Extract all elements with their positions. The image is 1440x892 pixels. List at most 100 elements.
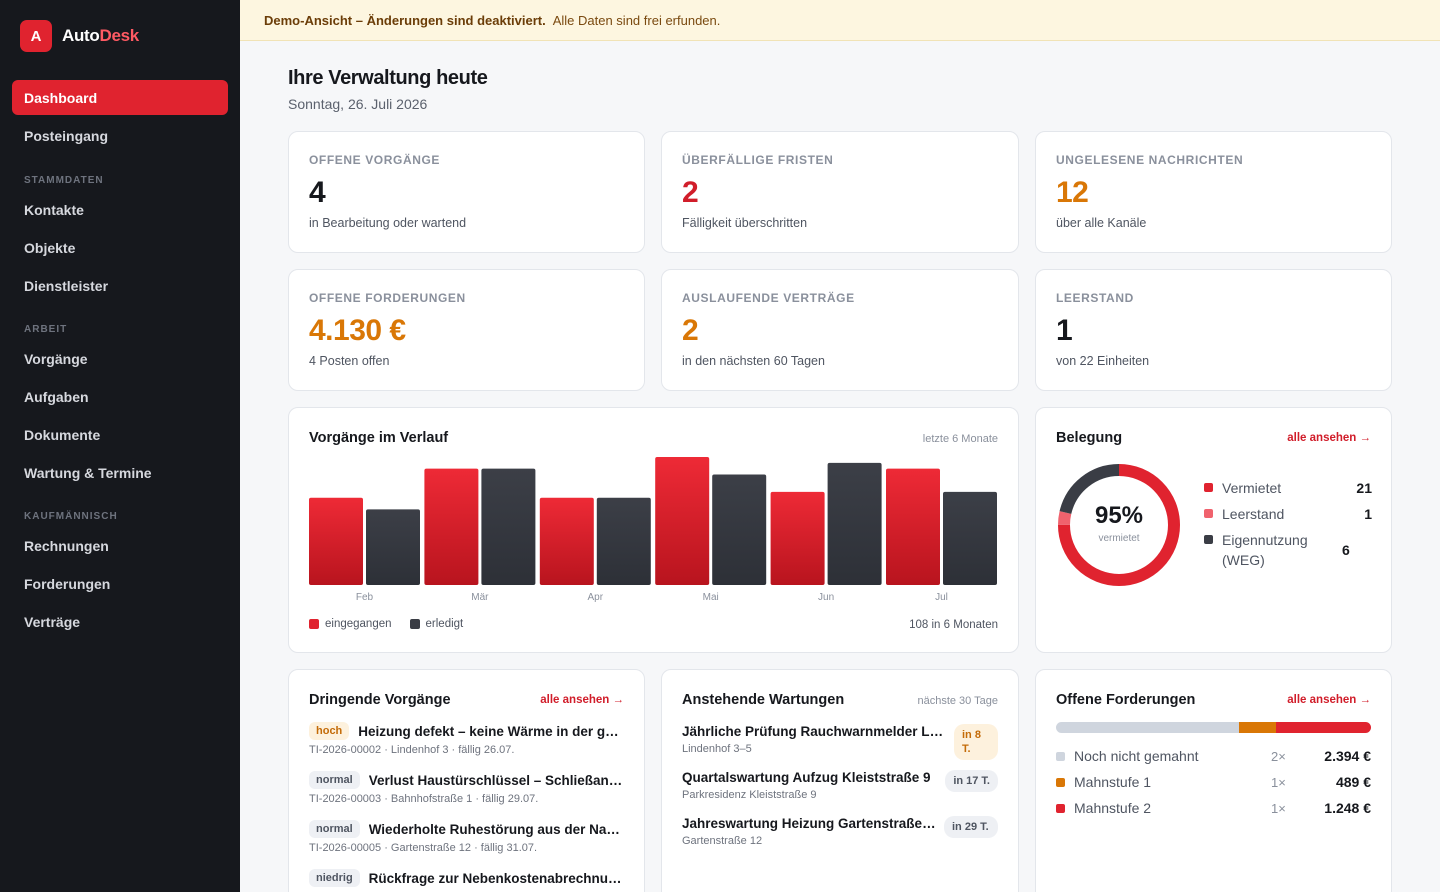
maintenance-title: Anstehende Wartungen [682, 692, 845, 708]
maintenance-item[interactable]: Quartalswartung Aufzug Kleiststraße 9 Pa… [682, 770, 998, 801]
claim-count: 1× [1271, 774, 1286, 790]
bar-eingegangen-Mär[interactable] [424, 468, 479, 585]
occupancy-row-leerstand: Leerstand 1 [1204, 504, 1372, 524]
bar-erledigt-Mär[interactable] [481, 468, 536, 585]
claim-label: Noch nicht gemahnt [1074, 748, 1199, 764]
kpi-card-unread-messages[interactable]: Ungelesene Nachrichten 12 über alle Kanä… [1035, 131, 1392, 253]
donut-chart [1058, 464, 1180, 586]
urgent-item-meta: TI-2026-00003 · Bahnhofstraße 1 · fällig… [309, 793, 539, 805]
sidebar-item-dashboard[interactable]: Dashboard [12, 80, 228, 115]
kpi-value: 1 [1056, 314, 1073, 347]
urgent-item[interactable]: hoch Heizung defekt – keine Wärme in der … [309, 722, 624, 756]
kpi-card-vacancy[interactable]: Leerstand 1 von 22 Einheiten [1035, 269, 1392, 391]
kpi-card-open-cases[interactable]: Offene Vorgänge 4 in Bearbeitung oder wa… [288, 131, 645, 253]
kpi-label: Auslaufende Verträge [682, 291, 855, 305]
bar-erledigt-Apr[interactable] [596, 497, 651, 585]
bar-eingegangen-Jun[interactable] [770, 491, 825, 585]
claims-stacked-bar [1056, 722, 1371, 733]
claim-row: Noch nicht gemahnt 2× 2.394 € [1056, 748, 1371, 764]
occupancy-row-vermietet: Vermietet 21 [1204, 478, 1372, 498]
legend-label-eingegangen: eingegangen [325, 618, 392, 630]
bar-erledigt-Feb[interactable] [366, 509, 420, 585]
priority-badge: hoch [309, 722, 350, 740]
bar-erledigt-Jul[interactable] [943, 491, 997, 585]
kpi-label: Offene Vorgänge [309, 153, 441, 167]
bar-eingegangen-Mai[interactable] [655, 457, 710, 585]
maintenance-item-title: Quartalswartung Aufzug Kleiststraße 9 [682, 770, 931, 785]
kpi-card-open-claims[interactable]: Offene Forderungen 4.130 € 4 Posten offe… [288, 269, 645, 391]
maintenance-card: Anstehende Wartungen nächste 30 Tage Jäh… [661, 669, 1019, 892]
urgent-title: Dringende Vorgänge [309, 692, 451, 708]
kpi-subtext: in Bearbeitung oder wartend [309, 216, 467, 230]
kpi-subtext: von 22 Einheiten [1056, 354, 1150, 368]
sidebar-item-dokumente[interactable]: Dokumente [24, 426, 101, 443]
bar-eingegangen-Apr[interactable] [539, 497, 594, 585]
priority-badge: normal [309, 771, 360, 789]
urgent-item[interactable]: normal Verlust Haustürschlüssel – Schließ… [309, 771, 624, 805]
maintenance-item[interactable]: Jährliche Prüfung Rauchwarnmelder Linden… [682, 724, 998, 760]
x-tick-label: Jun [818, 592, 834, 603]
occupancy-donut: 95% vermietet [1056, 462, 1182, 588]
sidebar-item-vertraege[interactable]: Verträge [24, 613, 81, 630]
x-tick-label: Apr [588, 592, 604, 603]
urgent-view-all-link[interactable]: alle ansehen → [540, 694, 624, 706]
occupancy-swatch [1204, 535, 1213, 544]
demo-banner: Demo-Ansicht – Änderungen sind deaktivie… [240, 0, 1440, 41]
claims-bar-segment [1275, 722, 1371, 733]
kpi-label: Leerstand [1056, 291, 1134, 305]
maintenance-period: nächste 30 Tage [917, 695, 998, 707]
sidebar-item-rechnungen[interactable]: Rechnungen [24, 537, 109, 554]
x-tick-label: Mai [703, 592, 719, 603]
claim-swatch [1056, 751, 1065, 761]
bar-eingegangen-Feb[interactable] [309, 497, 363, 585]
occupancy-count: 6 [1342, 542, 1350, 558]
sidebar-item-vorgaenge[interactable]: Vorgänge [24, 350, 88, 367]
priority-badge: niedrig [309, 869, 360, 887]
donut-segment[interactable] [1058, 464, 1180, 586]
x-tick-label: Feb [356, 592, 374, 603]
sidebar-item-wartung-termine[interactable]: Wartung & Termine [24, 464, 152, 481]
kpi-card-overdue-deadlines[interactable]: Überfällige Fristen 2 Fälligkeit übersch… [661, 131, 1019, 253]
x-tick-label: Mär [471, 592, 489, 603]
page-date: Sonntag, 26. Juli 2026 [288, 96, 428, 112]
occupancy-title: Belegung [1056, 430, 1123, 446]
sidebar-item-forderungen[interactable]: Forderungen [24, 575, 111, 592]
sidebar-item-aufgaben[interactable]: Aufgaben [24, 388, 89, 405]
occupancy-swatch [1204, 509, 1213, 518]
sidebar-section-arbeit: ARBEIT [24, 324, 68, 335]
kpi-value: 4 [309, 176, 326, 209]
sidebar-item-kontakte[interactable]: Kontakte [24, 201, 84, 218]
sidebar-nav: Dashboard Posteingang STAMMDATEN Kontakt… [12, 80, 228, 639]
donut-percent: 95% [1094, 502, 1144, 529]
claims-view-all-link[interactable]: alle ansehen → [1287, 694, 1371, 706]
sidebar-item-posteingang[interactable]: Posteingang [24, 127, 109, 144]
occupancy-view-all-link[interactable]: alle ansehen → [1287, 432, 1371, 444]
urgent-item-meta: TI-2026-00005 · Gartenstraße 12 · fällig… [309, 842, 538, 854]
claim-swatch [1056, 777, 1065, 787]
brand-name-second: Desk [99, 26, 140, 45]
claims-title: Offene Forderungen [1056, 692, 1196, 708]
kpi-value: 12 [1056, 176, 1089, 209]
sidebar-section-stammdaten: STAMMDATEN [24, 175, 104, 186]
brand-logo-icon: A [20, 20, 52, 52]
kpi-label: Offene Forderungen [309, 291, 466, 305]
urgent-item-meta: TI-2026-00002 · Lindenhof 3 · fällig 26.… [309, 744, 515, 756]
kpi-card-expiring-contracts[interactable]: Auslaufende Verträge 2 in den nächsten 6… [661, 269, 1019, 391]
kpi-value: 4.130 € [309, 314, 406, 347]
urgent-item[interactable]: niedrig Rückfrage zur Nebenkostenabrechnu… [309, 869, 624, 887]
brand[interactable]: A AutoDesk [20, 20, 139, 52]
maintenance-item[interactable]: Jahreswartung Heizung Gartenstraße 12 Ga… [682, 816, 998, 847]
bar-eingegangen-Jul[interactable] [886, 468, 940, 585]
claim-amount: 489 € [1335, 774, 1371, 790]
sidebar-item-dienstleister[interactable]: Dienstleister [24, 277, 109, 294]
sidebar-item-objekte[interactable]: Objekte [24, 239, 76, 256]
brand-name-first: Auto [62, 26, 100, 45]
chart-period: letzte 6 Monate [922, 433, 998, 445]
bar-erledigt-Mai[interactable] [712, 474, 767, 585]
legend-swatch-eingegangen [309, 619, 319, 629]
occupancy-swatch [1204, 483, 1213, 492]
urgent-item[interactable]: normal Wiederholte Ruhestörung aus der Na… [309, 820, 624, 854]
legend-label-erledigt: erledigt [425, 618, 464, 630]
bar-erledigt-Jun[interactable] [827, 462, 882, 585]
priority-badge: normal [309, 820, 360, 838]
